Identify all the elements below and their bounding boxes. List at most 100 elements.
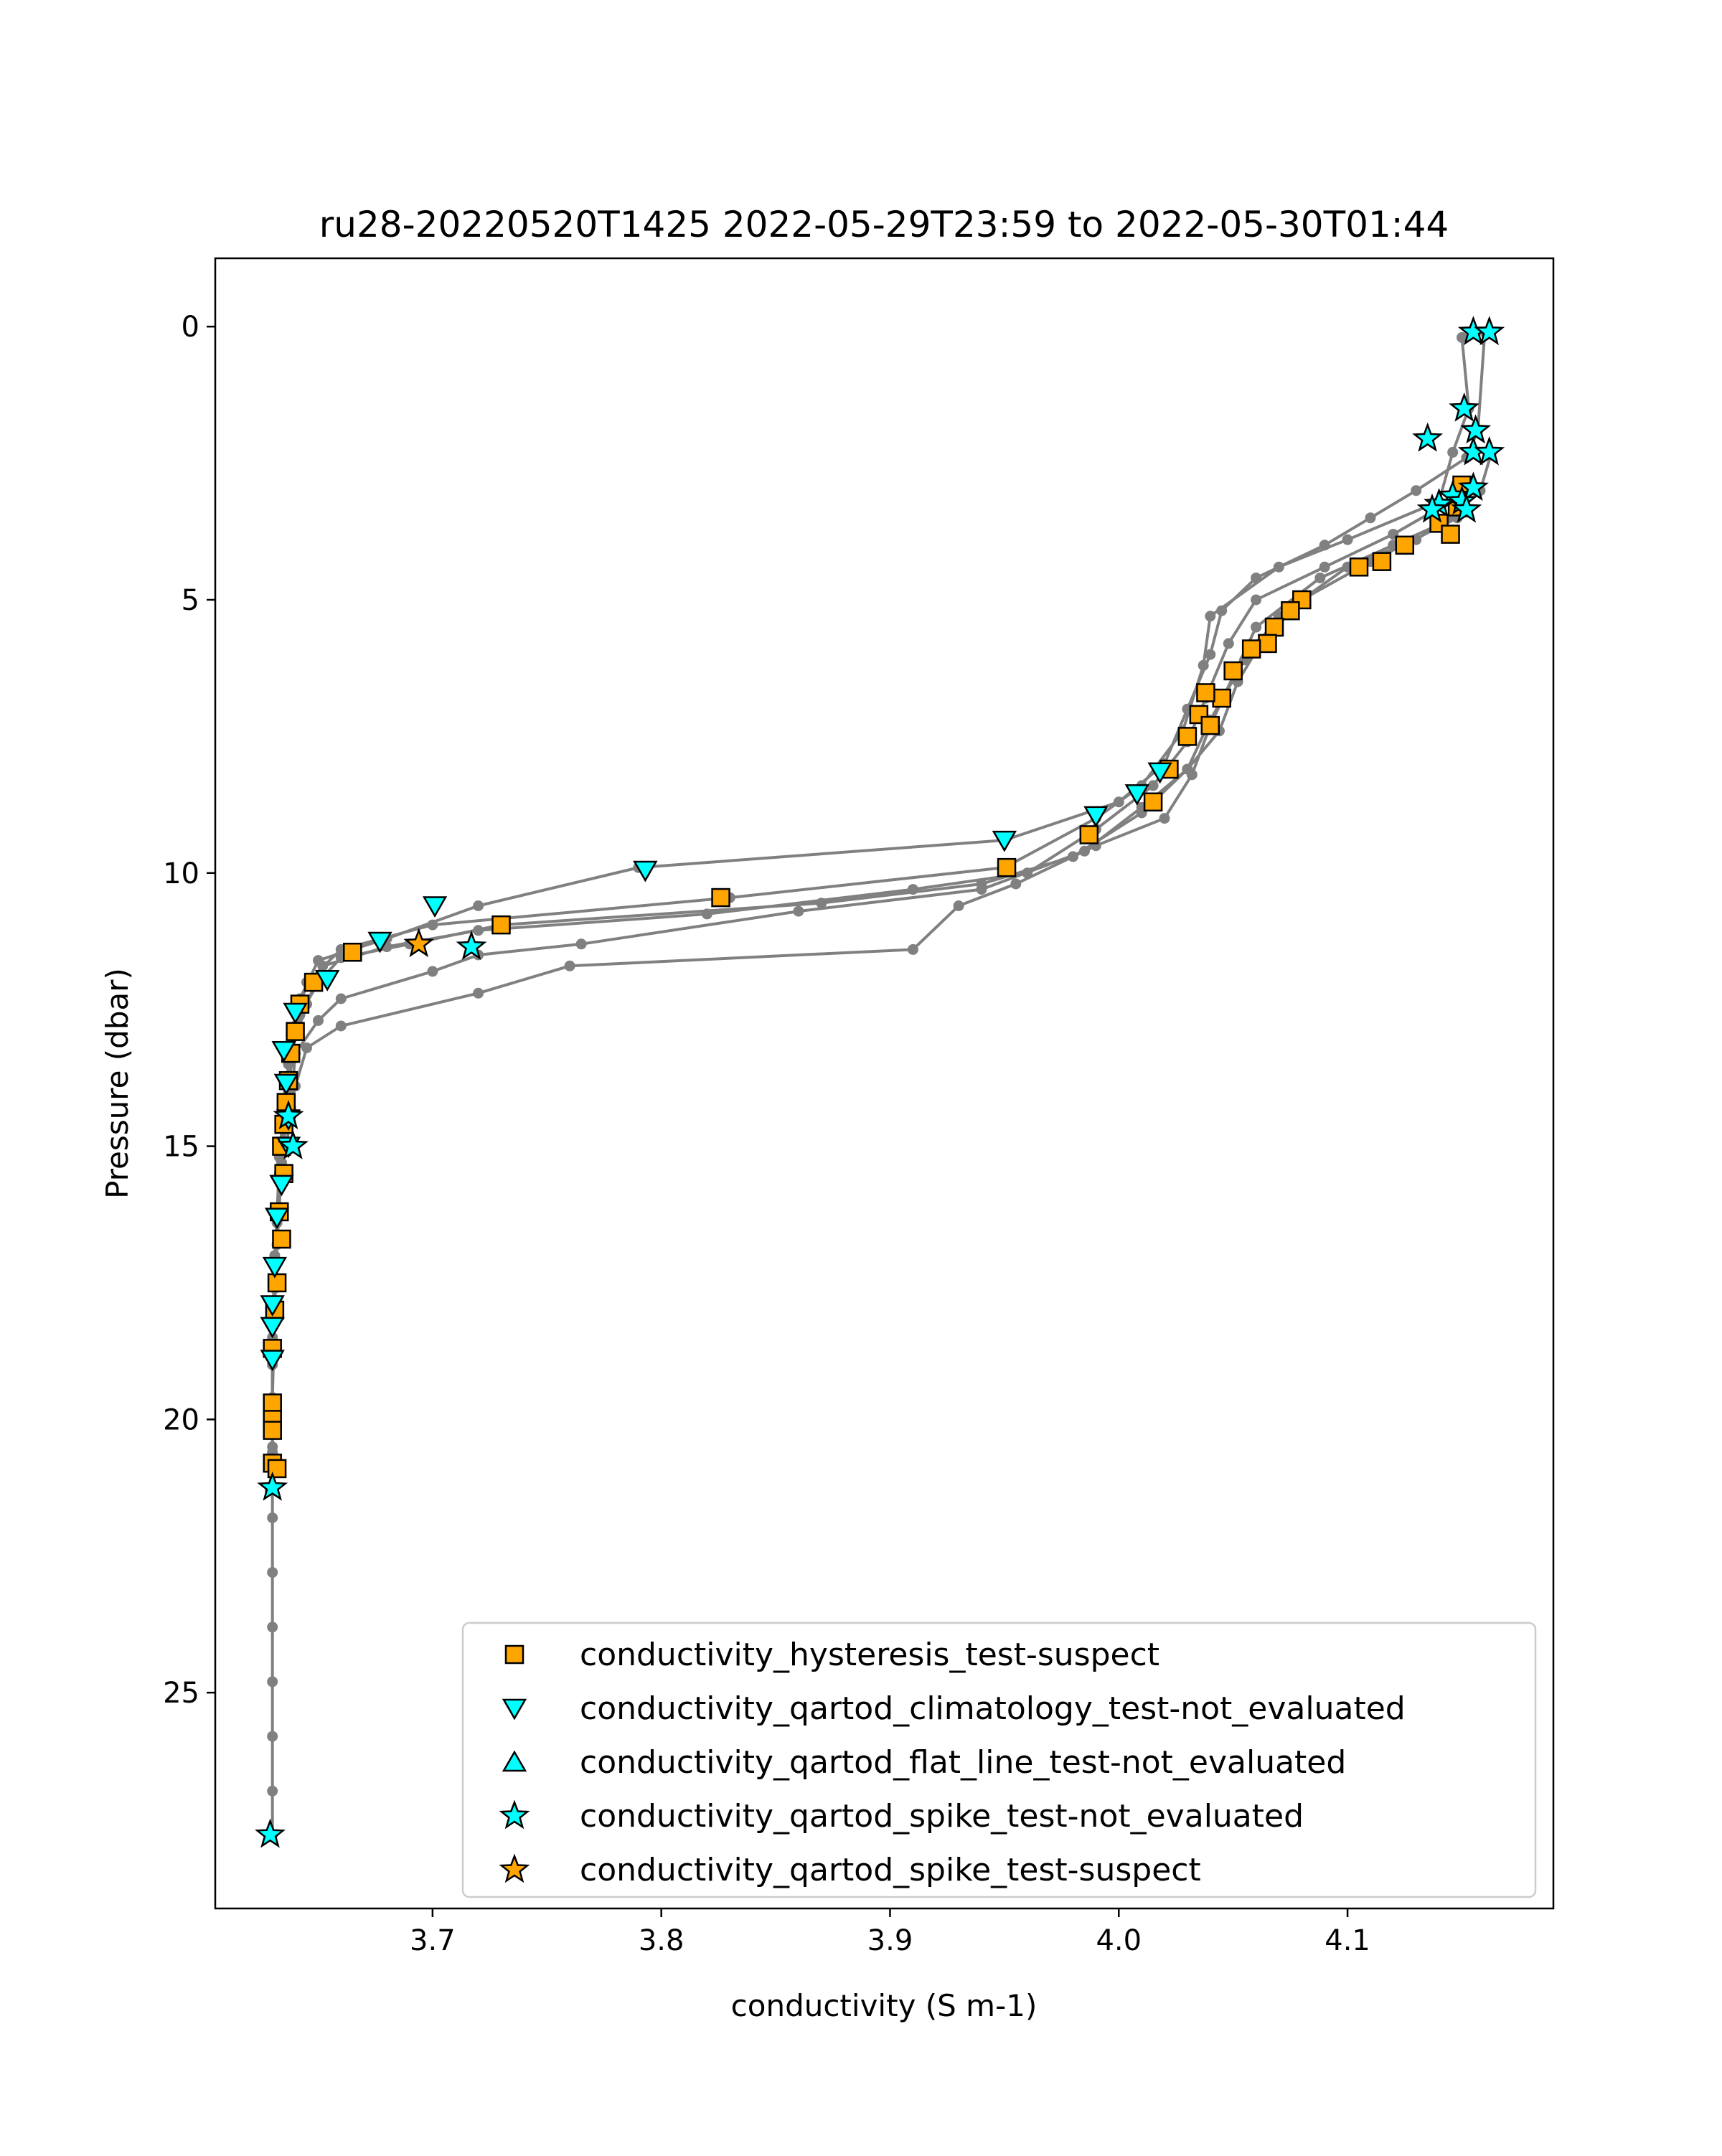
legend-marker-star (499, 1799, 530, 1830)
qc-marker-star (273, 1100, 304, 1129)
qc-marker-star (456, 931, 487, 960)
legend: conductivity_hysteresis_test-suspectcond… (461, 1621, 1537, 1898)
legend-marker-triangle-up (502, 1750, 527, 1772)
qc-marker-star (1474, 316, 1505, 346)
profile-point (953, 900, 964, 911)
qc-marker-square (1441, 524, 1460, 544)
qc-marker-triangle-down (315, 970, 340, 992)
profile-point (1147, 780, 1159, 791)
y-axis-ticks: 0 5 10 15 20 25 (163, 311, 215, 1710)
x-tick-label: 3.8 (639, 1924, 684, 1957)
profile-point (907, 943, 918, 955)
profile-point (473, 925, 484, 936)
qc-marker-square (1143, 792, 1163, 812)
profile-point (976, 884, 987, 895)
profile-point (575, 938, 587, 950)
profile-point (1159, 813, 1170, 824)
qc-marker-square (1258, 634, 1277, 654)
legend-marker-triangle-down (502, 1698, 527, 1720)
y-tick-label: 25 (163, 1677, 199, 1710)
x-tick-label: 3.9 (867, 1924, 913, 1957)
profile-point (1273, 561, 1284, 573)
profile-point (1223, 638, 1234, 649)
profile-point (267, 1731, 278, 1742)
profile-point (267, 1676, 278, 1687)
profile-point (1342, 534, 1353, 545)
qc-marker-triangle-down (271, 1041, 296, 1063)
legend-entries: conductivity_hysteresis_test-suspectcond… (499, 1637, 1406, 1888)
qc-marker-star (1416, 493, 1448, 523)
qc-marker-square (1372, 552, 1392, 571)
qc-marker-square (1196, 683, 1215, 702)
profile-point (1251, 594, 1262, 606)
profile-point (1205, 611, 1216, 622)
qc-markers (255, 316, 1505, 1848)
qc-marker-triangle-down (1083, 806, 1109, 828)
profile-point (335, 1020, 347, 1032)
profile-point (473, 987, 484, 999)
profile-point (1216, 605, 1228, 616)
qc-marker-triangle-down (262, 1256, 288, 1279)
qc-marker-square (267, 1273, 287, 1293)
profile-point (267, 1621, 278, 1633)
qc-marker-triangle-down (367, 931, 392, 954)
y-tick-label: 5 (182, 584, 199, 617)
profile-point (427, 966, 438, 977)
profile-point (317, 960, 329, 971)
x-axis-ticks: 3.7 3.8 3.9 4.0 4.1 (410, 1908, 1370, 1957)
profile-point (1365, 512, 1376, 524)
qc-marker-star (277, 1130, 309, 1159)
profile-point (1447, 446, 1459, 458)
qc-marker-square (1241, 639, 1261, 659)
y-tick-label: 15 (163, 1131, 199, 1164)
qc-marker-star (1412, 422, 1444, 452)
qc-marker-star (255, 1818, 286, 1848)
x-tick-label: 4.0 (1096, 1924, 1142, 1957)
plot-area-frame (214, 257, 1555, 1910)
qc-marker-square (343, 942, 362, 962)
qc-marker-triangle-down (633, 860, 658, 882)
profile-point (267, 1785, 278, 1797)
legend-label: conductivity_qartod_climatology_test-not… (580, 1690, 1406, 1727)
y-tick-label: 0 (182, 311, 199, 344)
legend-box (461, 1621, 1537, 1898)
profile-point (1186, 769, 1198, 781)
qc-marker-star (1449, 392, 1480, 422)
x-tick-label: 3.7 (410, 1924, 456, 1957)
qc-marker-triangle-down (1124, 784, 1149, 806)
qc-marker-square (1212, 688, 1231, 708)
qc-marker-square (1079, 825, 1099, 844)
profile-point (301, 1042, 312, 1053)
qc-marker-square (1200, 715, 1220, 735)
profile-point (313, 1015, 324, 1026)
profile-point (793, 905, 804, 917)
profile-point (1314, 573, 1326, 583)
profile-point (564, 960, 575, 971)
qc-marker-triangle-down (260, 1350, 285, 1372)
profile-point (473, 900, 484, 911)
qc-marker-square (263, 1421, 282, 1440)
qc-marker-square (997, 857, 1017, 877)
profile-point (427, 919, 438, 931)
legend-marker-square (504, 1644, 524, 1665)
qc-marker-triangle-down (264, 1208, 290, 1230)
qc-marker-square (272, 1229, 291, 1249)
qc-marker-triangle-down (992, 830, 1017, 852)
qc-marker-star (1451, 493, 1482, 523)
qc-marker-square (286, 1022, 305, 1041)
legend-marker-star (499, 1853, 530, 1883)
qc-marker-star (1457, 471, 1489, 502)
qc-marker-square (491, 915, 511, 935)
x-tick-label: 4.1 (1325, 1924, 1370, 1957)
qc-marker-square (263, 1393, 282, 1413)
profile-point (267, 1567, 278, 1578)
y-tick-label: 10 (163, 857, 199, 890)
y-tick-label: 20 (163, 1403, 199, 1436)
qc-marker-triangle-down (260, 1295, 285, 1317)
qc-marker-square (1281, 601, 1300, 621)
chart-title: ru28-20220520T1425 2022-05-29T23:59 to 2… (319, 204, 1449, 245)
qc-marker-square (711, 888, 730, 908)
qc-marker-triangle-down (1147, 762, 1172, 784)
